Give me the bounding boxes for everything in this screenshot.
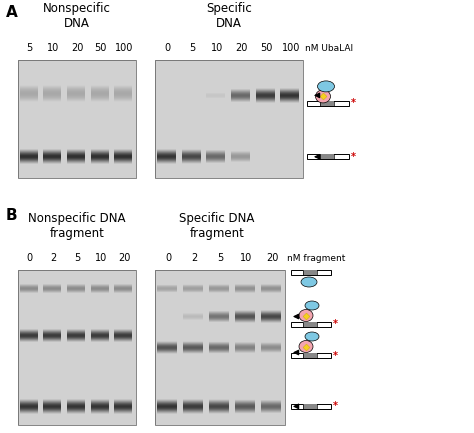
Ellipse shape [318,81,335,92]
Text: 5: 5 [217,253,223,263]
Text: nM UbaLAI: nM UbaLAI [305,44,353,53]
Text: 10: 10 [240,253,252,263]
Text: Specific
DNA: Specific DNA [206,2,252,30]
Bar [303,404,317,409]
Text: 20: 20 [235,43,247,53]
Text: 20: 20 [118,253,130,263]
Text: 100: 100 [282,43,300,53]
Ellipse shape [299,340,313,352]
Text: 100: 100 [115,43,133,53]
Text: 20: 20 [266,253,278,263]
Text: nM fragment: nM fragment [287,254,346,263]
Text: 20: 20 [71,43,83,53]
Text: 50: 50 [260,43,272,53]
Bar [307,154,349,159]
Bar [291,404,331,409]
Bar [303,322,317,327]
Ellipse shape [305,332,319,341]
Bar [303,269,317,275]
Text: 5: 5 [74,253,80,263]
Text: 2: 2 [50,253,56,263]
Ellipse shape [305,301,319,310]
Text: A: A [6,5,18,20]
Text: 5: 5 [189,43,195,53]
Text: 10: 10 [47,43,60,53]
Text: Nonspecific
DNA: Nonspecific DNA [43,2,111,30]
Bar [319,101,334,106]
Text: 10: 10 [94,253,107,263]
Text: 5: 5 [27,43,33,53]
Text: 0: 0 [27,253,33,263]
Bar [18,60,136,178]
Text: 10: 10 [210,43,223,53]
Text: B: B [6,208,18,223]
Text: 2: 2 [191,253,197,263]
Bar [319,154,334,159]
Ellipse shape [316,90,330,103]
Bar [291,269,331,275]
Bar [303,353,317,358]
Text: *: * [333,320,338,330]
Bar [155,60,303,178]
Bar [155,270,285,425]
Text: Nonspecific DNA
fragment: Nonspecific DNA fragment [28,212,126,240]
Bar [291,322,331,327]
Text: *: * [351,152,356,162]
Text: 0: 0 [165,253,171,263]
Ellipse shape [299,310,313,321]
Text: *: * [351,98,356,108]
Bar [307,101,349,106]
Ellipse shape [301,277,317,287]
Text: *: * [333,350,338,361]
Bar [18,270,136,425]
Bar [291,353,331,358]
Text: Specific DNA
fragment: Specific DNA fragment [179,212,255,240]
Text: 0: 0 [164,43,170,53]
Text: 50: 50 [94,43,107,53]
Text: *: * [333,401,338,411]
